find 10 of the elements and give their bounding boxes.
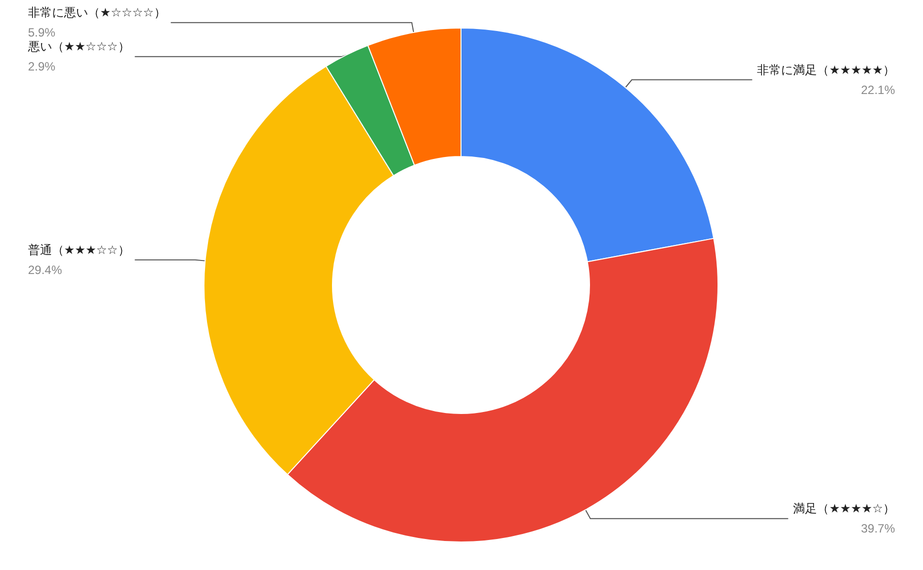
slice-label: 満足（★★★★☆） bbox=[793, 502, 895, 516]
data-label: 2.9% bbox=[28, 60, 56, 74]
data-label: 39.7% bbox=[860, 522, 896, 536]
slice-label: 非常に満足（★★★★★） bbox=[757, 62, 895, 77]
data-label: 22.1% bbox=[860, 82, 896, 97]
slice-label: 普通（★★★☆☆） bbox=[28, 242, 130, 257]
slice-label: 非常に悪い（★☆☆☆☆） bbox=[28, 6, 166, 20]
data-label: 5.9% bbox=[28, 26, 56, 40]
slice-label: 悪い（★★☆☆☆） bbox=[27, 40, 130, 54]
data-label: 29.4% bbox=[28, 262, 62, 277]
